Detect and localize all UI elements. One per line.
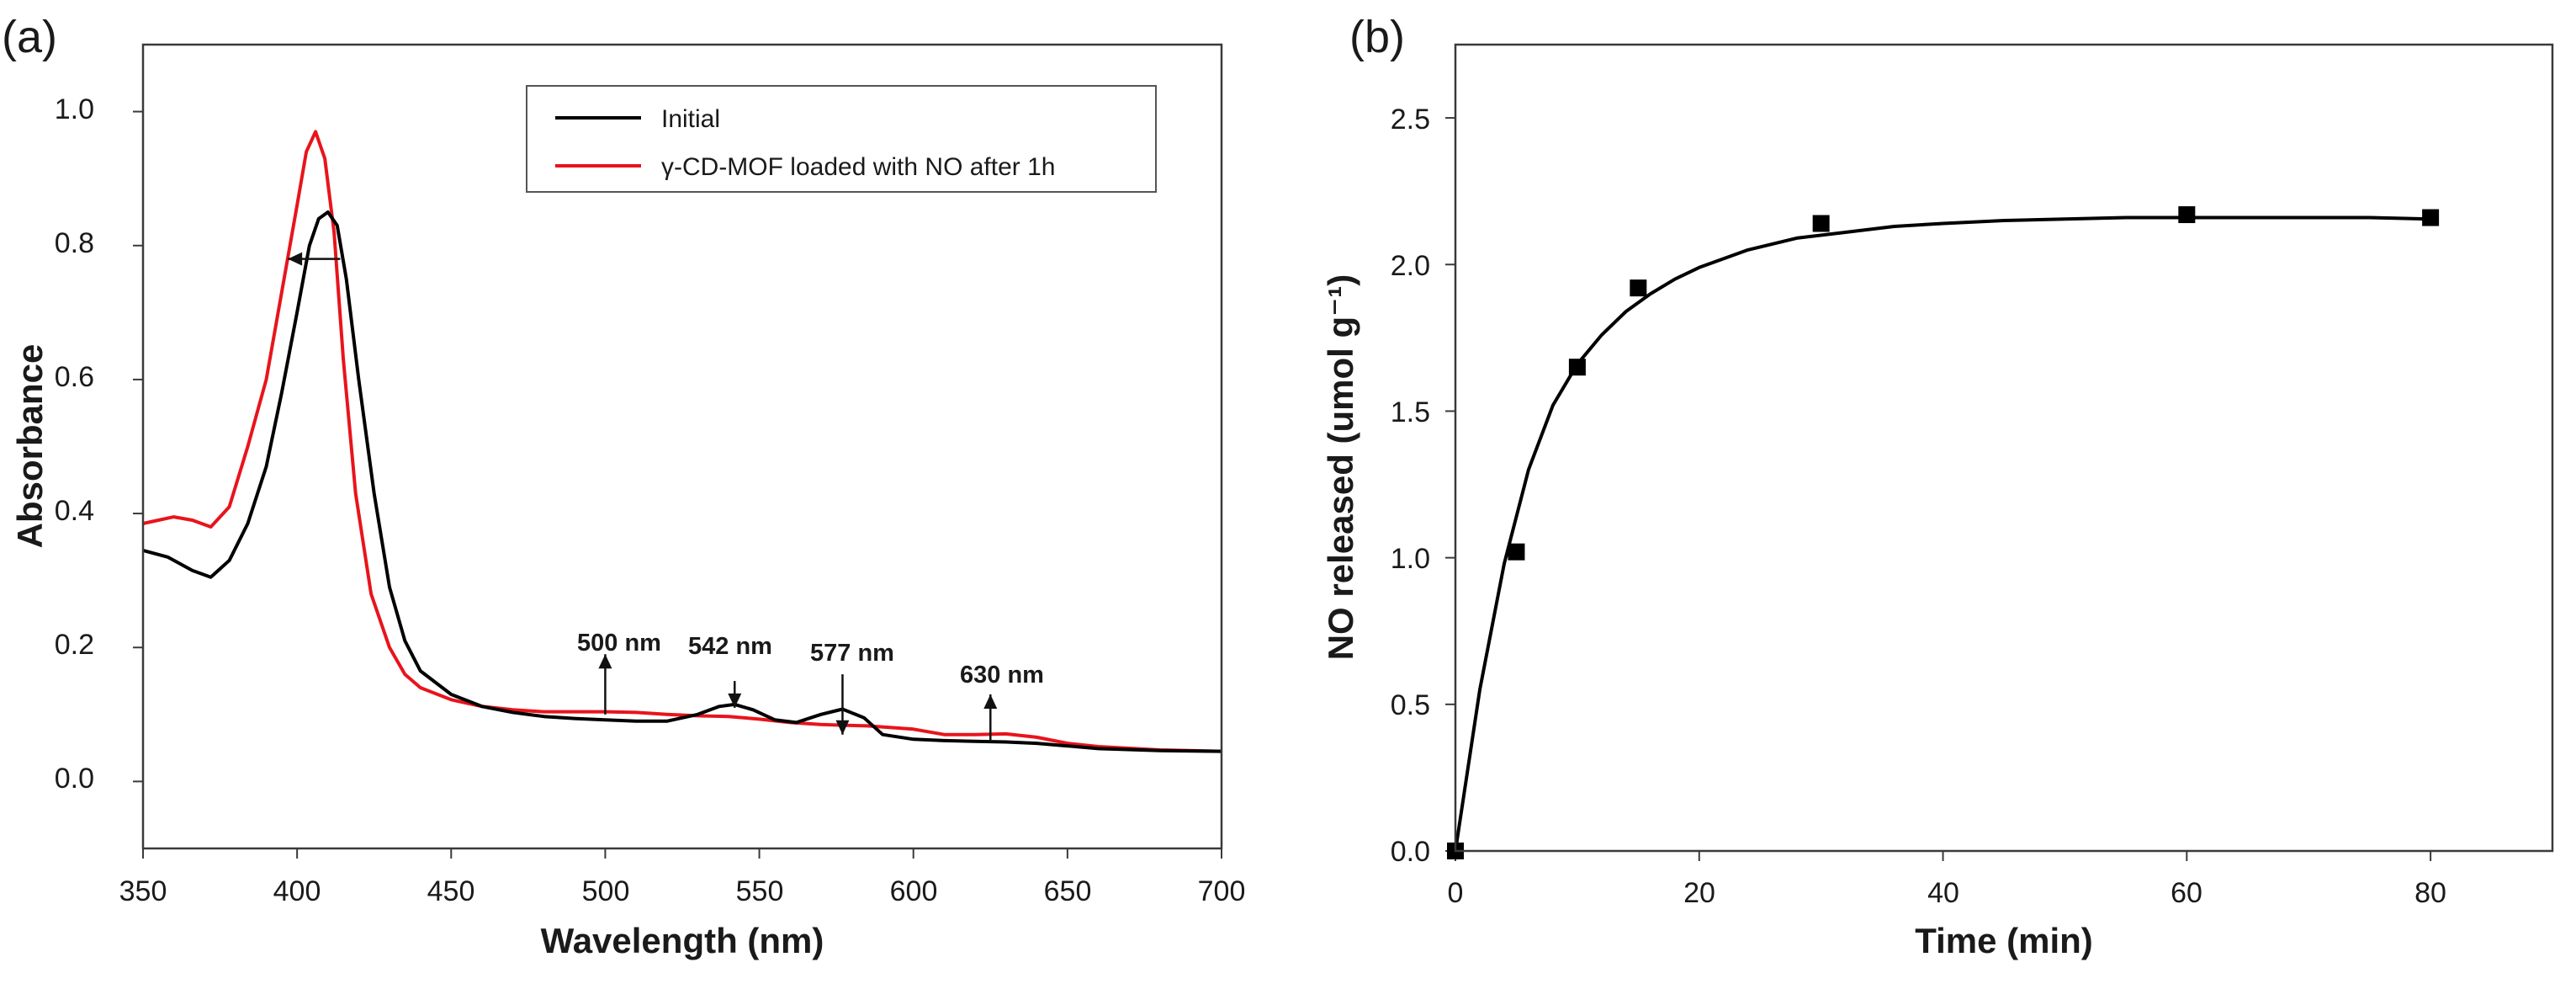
a-ytick-label: 0.4 xyxy=(55,495,94,527)
panel-b-y-ticks: 0.0 0.5 1.0 1.5 2.0 2.5 xyxy=(1391,104,1430,868)
data-point xyxy=(1568,359,1586,376)
data-point xyxy=(2178,206,2196,224)
fit-curve xyxy=(1454,215,2431,852)
b-xtick-label: 80 xyxy=(2414,877,2446,909)
a-xtick-label: 350 xyxy=(119,875,167,907)
annotation-arrow-2-head xyxy=(835,720,850,735)
annotation-arrow-3-head xyxy=(983,694,998,709)
panel-b-label: (b) xyxy=(1349,12,1405,62)
data-point xyxy=(1812,215,1830,232)
a-ytick-label: 0.6 xyxy=(55,361,94,393)
annotation-542nm: 542 nm xyxy=(688,633,772,660)
annotation-arrow-0-head xyxy=(598,654,612,669)
a-xtick-label: 600 xyxy=(890,875,938,907)
data-point xyxy=(1630,279,1647,297)
legend: Initial γ-CD-MOF loaded with NO after 1h xyxy=(526,85,1157,193)
legend-box xyxy=(526,85,1157,193)
panel-b: (b) 0 20 40 60 80 0.0 0.5 1.0 1.5 2.0 2.… xyxy=(1321,12,2554,960)
panel-a-annotations: 500 nm 542 nm 577 nm 630 nm xyxy=(577,630,1044,689)
b-x-axis-title: Time (min) xyxy=(1915,921,2093,960)
b-xtick-label: 0 xyxy=(1448,877,1464,909)
peak-shift-arrow-head xyxy=(288,252,303,266)
b-ytick-label: 2.0 xyxy=(1391,250,1430,282)
data-point xyxy=(2422,209,2440,226)
panel-a-plot-area xyxy=(133,110,1222,859)
b-xtick-label: 40 xyxy=(1927,877,1959,909)
series-line-loaded xyxy=(142,130,1222,753)
series-line-initial xyxy=(142,210,1222,753)
panel-a: (a) 350 400 450 500 550 600 650 700 0.0 … xyxy=(2,12,1245,960)
panel-a-frame xyxy=(141,43,1223,850)
b-xtick-label: 60 xyxy=(2171,877,2202,909)
a-xtick-label: 500 xyxy=(582,875,630,907)
legend-label-loaded: γ-CD-MOF loaded with NO after 1h xyxy=(661,153,1055,181)
b-ytick-label: 0.0 xyxy=(1391,836,1430,868)
b-ytick-label: 2.5 xyxy=(1391,104,1430,136)
annotation-630nm: 630 nm xyxy=(960,662,1044,689)
b-xtick-label: 20 xyxy=(1683,877,1715,909)
panel-a-y-ticks: 0.0 0.2 0.4 0.6 0.8 1.0 xyxy=(55,93,94,795)
panel-b-plot-area xyxy=(1445,117,2440,861)
a-xtick-label: 650 xyxy=(1044,875,1092,907)
annotation-500nm: 500 nm xyxy=(577,630,661,657)
panel-a-x-ticks: 350 400 450 500 550 600 650 700 xyxy=(119,875,1246,907)
b-ytick-label: 1.5 xyxy=(1391,396,1430,428)
panel-b-frame xyxy=(1454,43,2554,853)
panel-b-x-ticks: 0 20 40 60 80 xyxy=(1448,877,2446,909)
data-point xyxy=(1508,543,1525,561)
a-xtick-label: 450 xyxy=(427,875,475,907)
a-ytick-label: 1.0 xyxy=(55,93,94,125)
a-ytick-label: 0.8 xyxy=(55,227,94,259)
a-xtick-label: 700 xyxy=(1198,875,1246,907)
a-ytick-label: 0.0 xyxy=(55,763,94,795)
a-y-axis-title: Absorbance xyxy=(10,344,50,549)
b-ytick-label: 1.0 xyxy=(1391,543,1430,575)
annotation-577nm: 577 nm xyxy=(810,640,894,667)
panel-a-label: (a) xyxy=(2,12,57,62)
a-ytick-label: 0.2 xyxy=(55,629,94,661)
a-xtick-label: 550 xyxy=(736,875,784,907)
a-xtick-label: 400 xyxy=(273,875,321,907)
b-y-axis-title: NO released (umol g⁻¹) xyxy=(1321,274,1360,661)
annotation-arrow-1-head xyxy=(728,693,742,708)
legend-label-initial: Initial xyxy=(661,105,720,133)
a-x-axis-title: Wavelength (nm) xyxy=(541,921,824,960)
b-ytick-label: 0.5 xyxy=(1391,689,1430,721)
